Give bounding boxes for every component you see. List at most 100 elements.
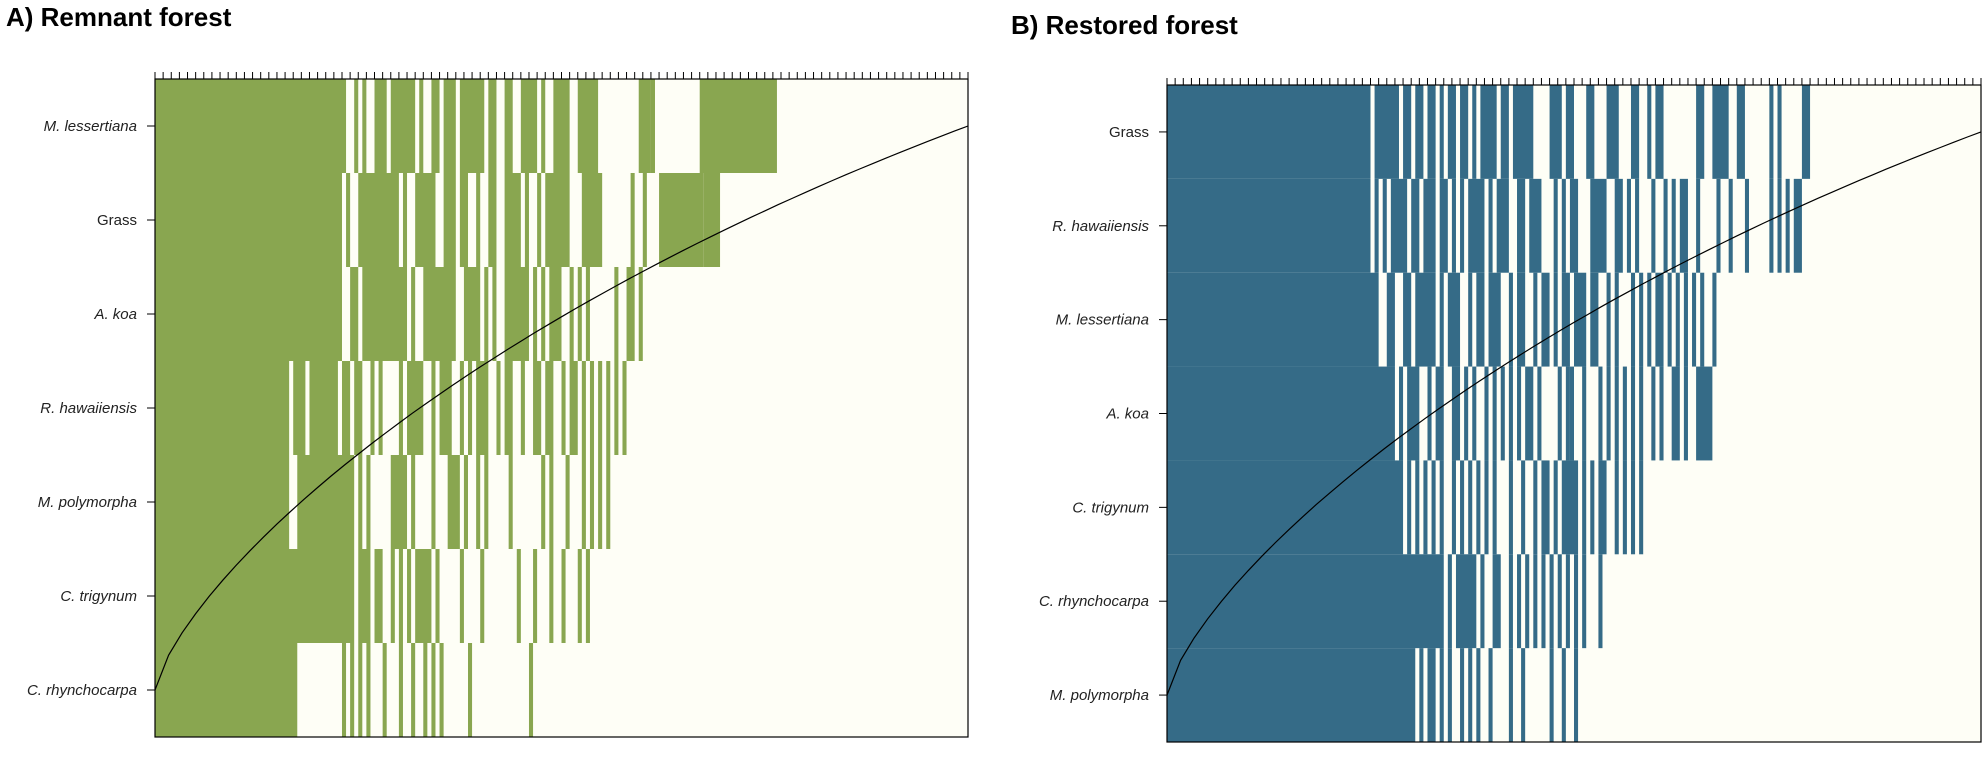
occupancy-cell bbox=[1500, 85, 1509, 179]
occupancy-cell bbox=[1651, 178, 1656, 273]
row-label: Grass bbox=[97, 212, 137, 229]
occupancy-cell bbox=[423, 643, 428, 737]
occupancy-cell bbox=[1630, 460, 1636, 555]
occupancy-cell bbox=[468, 643, 473, 737]
row-label: M. polymorpha bbox=[1050, 687, 1149, 704]
occupancy-cell bbox=[374, 549, 383, 643]
occupancy-cell bbox=[659, 173, 704, 267]
row-label: Grass bbox=[1109, 124, 1149, 141]
occupancy-cell bbox=[1447, 554, 1452, 649]
row-label: C. trigynum bbox=[60, 588, 137, 605]
occupancy-cell bbox=[630, 173, 635, 267]
occupancy-cell bbox=[1167, 85, 1371, 179]
occupancy-cell bbox=[1529, 178, 1542, 273]
occupancy-cell bbox=[1744, 178, 1750, 273]
occupancy-cell bbox=[516, 549, 521, 643]
occupancy-cell bbox=[1415, 85, 1424, 179]
occupancy-cell bbox=[1614, 366, 1619, 461]
occupancy-cell bbox=[374, 79, 387, 173]
occupancy-cell bbox=[1561, 648, 1566, 742]
occupancy-cell bbox=[1439, 272, 1444, 367]
occupancy-cell bbox=[155, 173, 342, 267]
occupancy-cell bbox=[549, 455, 554, 549]
occupancy-cell bbox=[1476, 460, 1481, 555]
occupancy-cell bbox=[1696, 366, 1713, 461]
occupancy-cell bbox=[1541, 460, 1550, 555]
occupancy-cell bbox=[1630, 366, 1636, 461]
occupancy-cell bbox=[468, 361, 473, 455]
occupancy-cell bbox=[1451, 460, 1456, 555]
occupancy-cell bbox=[1447, 648, 1452, 742]
occupancy-cell bbox=[1472, 85, 1477, 179]
occupancy-cell bbox=[431, 455, 436, 549]
occupancy-cell bbox=[1533, 272, 1538, 367]
occupancy-cell bbox=[1590, 178, 1607, 273]
occupancy-cell bbox=[439, 361, 452, 455]
occupancy-cell bbox=[1439, 178, 1448, 273]
occupancy-cell bbox=[354, 79, 359, 173]
occupancy-cell bbox=[1586, 85, 1595, 179]
occupancy-cell bbox=[1626, 178, 1631, 273]
occupancy-cell bbox=[1614, 460, 1619, 555]
occupancy-cell bbox=[541, 455, 546, 549]
occupancy-cell bbox=[1574, 554, 1579, 649]
occupancy-cell bbox=[1468, 648, 1473, 742]
occupancy-cell bbox=[293, 361, 306, 455]
occupancy-cell bbox=[1427, 85, 1436, 179]
occupancy-cell bbox=[484, 455, 489, 549]
occupancy-cell bbox=[1598, 460, 1607, 555]
occupancy-cell bbox=[504, 361, 513, 455]
row-label: A. koa bbox=[1105, 406, 1149, 423]
occupancy-cell bbox=[155, 643, 298, 737]
occupancy-cell bbox=[398, 361, 403, 455]
occupancy-cell bbox=[549, 549, 554, 643]
occupancy-cell bbox=[549, 267, 562, 361]
occupancy-cell bbox=[606, 455, 611, 549]
occupancy-cell bbox=[1484, 460, 1489, 555]
occupancy-cell bbox=[1582, 460, 1587, 555]
occupancy-cell bbox=[1561, 272, 1570, 367]
occupancy-cell bbox=[366, 455, 371, 549]
occupancy-cell bbox=[614, 267, 619, 361]
occupancy-cell bbox=[1553, 272, 1558, 367]
occupancy-cell bbox=[1508, 554, 1513, 649]
occupancy-cell bbox=[1647, 272, 1652, 367]
occupancy-cell bbox=[1692, 272, 1697, 367]
occupancy-cell bbox=[622, 361, 627, 455]
occupancy-cell bbox=[1521, 460, 1526, 555]
occupancy-cell bbox=[1386, 272, 1395, 367]
occupancy-cell bbox=[1635, 178, 1640, 273]
occupancy-cell bbox=[545, 361, 554, 455]
nestedness-curve bbox=[154, 125, 969, 691]
occupancy-cell bbox=[366, 643, 371, 737]
occupancy-cell bbox=[1167, 648, 1416, 742]
occupancy-cell bbox=[341, 361, 351, 455]
occupancy-cell bbox=[435, 549, 440, 643]
occupancy-cell bbox=[1517, 366, 1522, 461]
occupancy-cell bbox=[407, 549, 412, 643]
occupancy-cell bbox=[1167, 460, 1404, 555]
occupancy-cell bbox=[1651, 366, 1656, 461]
row-label: A. koa bbox=[93, 306, 137, 323]
occupancy-cell bbox=[1541, 554, 1546, 649]
row-label: R. hawaiiensis bbox=[1052, 218, 1149, 235]
occupancy-cell bbox=[1403, 272, 1412, 367]
occupancy-cell bbox=[1675, 272, 1680, 367]
occupancy-cell bbox=[577, 79, 599, 173]
occupancy-cell bbox=[1569, 366, 1574, 461]
occupancy-cell bbox=[520, 79, 538, 173]
occupancy-cell bbox=[1374, 85, 1399, 179]
occupancy-cell bbox=[1561, 460, 1579, 555]
occupancy-cell bbox=[1574, 272, 1587, 367]
occupancy-cell bbox=[1553, 178, 1558, 273]
occupancy-cell bbox=[1663, 178, 1668, 273]
occupancy-cell bbox=[443, 79, 456, 173]
occupancy-cell bbox=[504, 173, 521, 267]
occupancy-cell bbox=[1374, 178, 1379, 273]
row-label: R. hawaiiensis bbox=[40, 400, 137, 417]
occupancy-cell bbox=[1427, 648, 1436, 742]
occupancy-cell bbox=[341, 643, 347, 737]
occupancy-cell bbox=[565, 455, 570, 549]
occupancy-cell bbox=[1480, 554, 1485, 649]
